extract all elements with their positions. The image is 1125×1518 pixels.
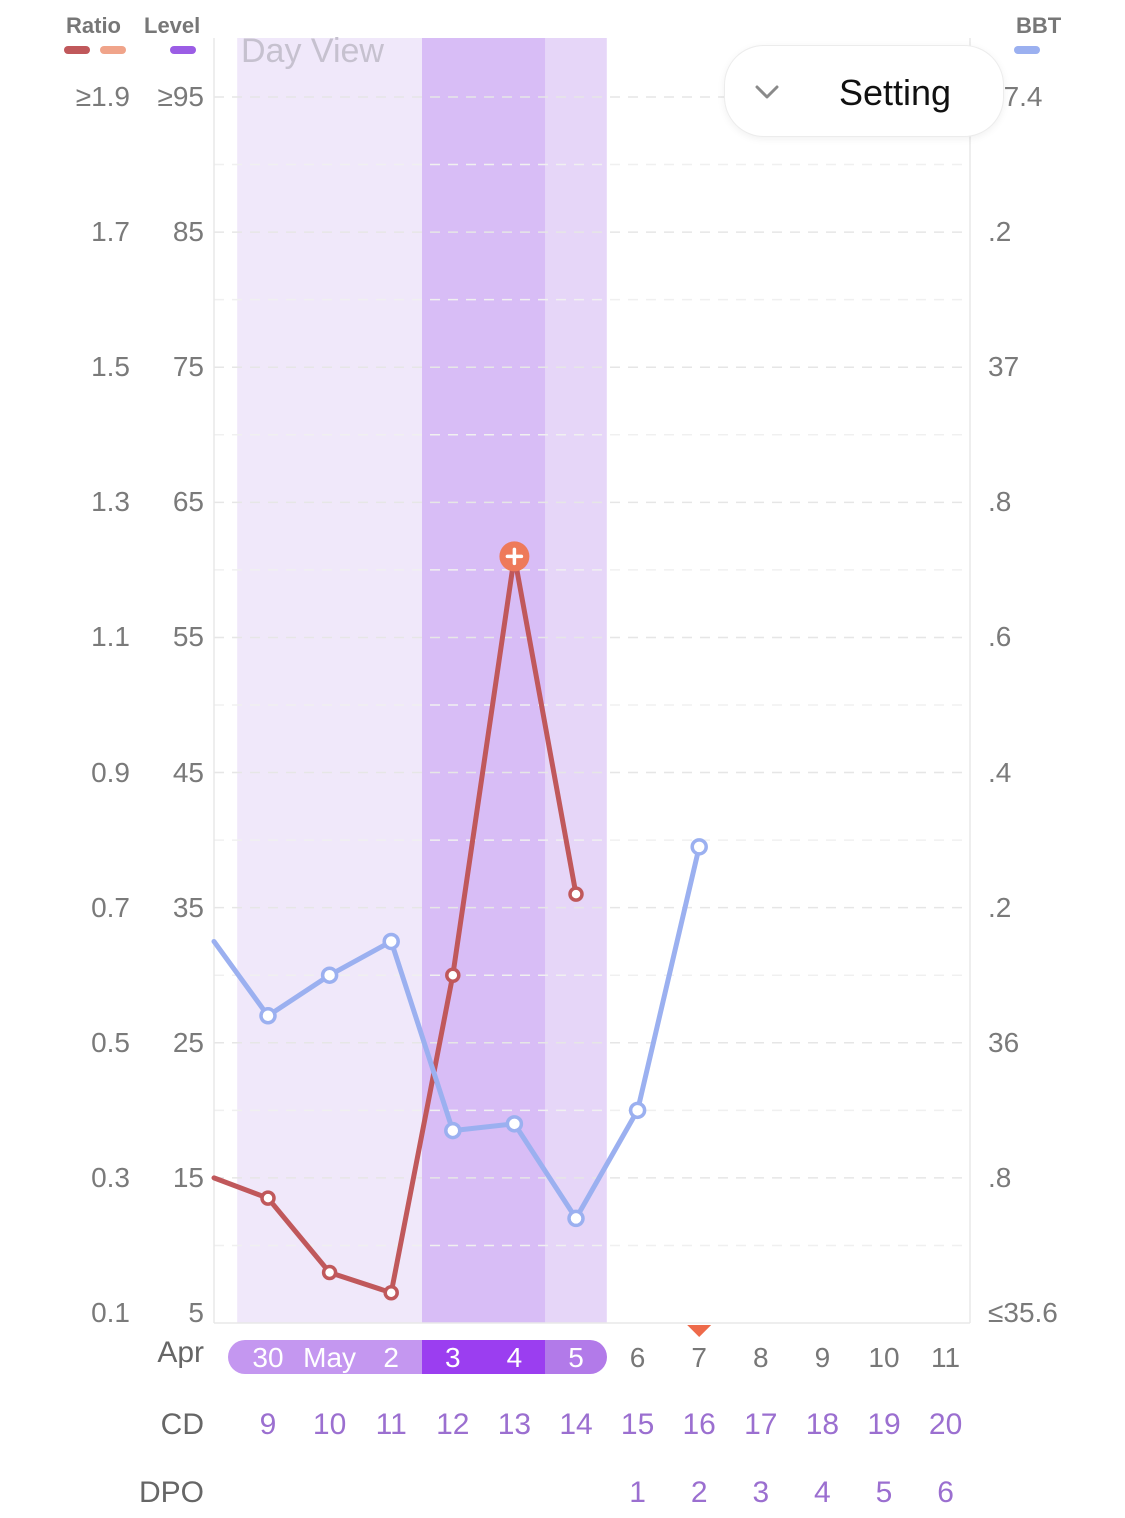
cd-label: 19 — [867, 1408, 901, 1441]
ratio-tick-label: 0.7 — [91, 891, 130, 923]
cd-label: 18 — [805, 1408, 840, 1441]
ratio-point — [383, 1284, 399, 1301]
date-label: 2 — [383, 1342, 399, 1373]
level-tick-label: 35 — [172, 891, 204, 923]
bbt-tick-label: .2 — [988, 891, 1012, 923]
level-tick-label: 25 — [172, 1026, 204, 1058]
ratio-point — [321, 1264, 338, 1281]
level-tick-label: 55 — [172, 621, 204, 653]
ratio-tick-label: 0.3 — [91, 1161, 130, 1193]
dpo-row-label: DPO — [138, 1476, 204, 1509]
ratio-tick-label: 1.3 — [91, 486, 130, 518]
level-tick-label: 45 — [172, 756, 204, 788]
ratio-point — [260, 1190, 276, 1206]
cd-label: 13 — [497, 1408, 532, 1441]
dpo-label: 3 — [752, 1476, 770, 1509]
cd-label: 20 — [928, 1408, 963, 1441]
ratio-point — [568, 886, 584, 902]
date-label: 11 — [931, 1342, 961, 1373]
setting-label: Setting — [839, 72, 952, 113]
pill-fertile-segment — [228, 1340, 422, 1374]
dpo-label: 1 — [629, 1476, 646, 1509]
setting-button[interactable]: Setting — [724, 45, 1004, 137]
bbt-point — [444, 1121, 462, 1140]
day-view-label: Day View — [241, 32, 384, 70]
level-tick-label: 85 — [172, 216, 204, 248]
ratio-tick-label: ≥1.9 — [75, 81, 130, 112]
cd-label: 11 — [375, 1408, 407, 1441]
ratio-tick-label: 0.5 — [91, 1026, 130, 1058]
bbt-point — [567, 1209, 585, 1228]
date-label: 6 — [629, 1342, 646, 1373]
dpo-label: 6 — [937, 1476, 954, 1509]
pill-end-segment — [545, 1340, 607, 1374]
ratio-tick-label: 1.1 — [91, 621, 130, 653]
cd-label: 10 — [312, 1408, 347, 1441]
dpo-label: 5 — [875, 1476, 893, 1509]
ratio-tick-label: 1.5 — [91, 351, 130, 383]
bbt-tick-label: .2 — [988, 216, 1012, 248]
cd-label: 15 — [620, 1408, 655, 1441]
date-label: 5 — [568, 1342, 584, 1373]
month-start-label: Apr — [157, 1336, 204, 1369]
ratio-point — [445, 967, 461, 983]
bbt-tick-label: .8 — [988, 486, 1012, 518]
bbt-point — [505, 1115, 524, 1133]
chevron-down-icon — [755, 85, 779, 99]
bbt-tick-label: .8 — [988, 1161, 1012, 1193]
bbt-point — [382, 932, 400, 951]
ratio-legend-title: Ratio — [66, 13, 121, 38]
level-tick-label: 5 — [188, 1297, 204, 1328]
bbt-tick-label: 36 — [988, 1026, 1020, 1058]
level-tick-label: 15 — [172, 1161, 204, 1193]
date-label: 4 — [506, 1342, 523, 1373]
bbt-tick-label: .6 — [988, 621, 1012, 653]
bbt-point — [259, 1007, 277, 1025]
bbt-legend-swatch — [1014, 46, 1040, 54]
cd-label: 17 — [744, 1408, 778, 1441]
fertile-window-end-band — [545, 38, 607, 1323]
bbt-point — [690, 838, 708, 856]
cd-label: 12 — [436, 1408, 470, 1441]
level-tick-label: ≥95 — [157, 81, 204, 112]
ratio-tick-label: 0.1 — [91, 1297, 130, 1328]
ratio-legend-swatch-light — [100, 46, 126, 54]
date-label: 30 — [252, 1342, 284, 1373]
ratio-legend-swatch-dark — [64, 46, 90, 54]
cd-label: 16 — [682, 1408, 716, 1441]
bbt-point — [320, 966, 339, 984]
level-tick-label: 75 — [172, 351, 204, 383]
cd-label: 14 — [559, 1408, 593, 1441]
level-legend-swatch — [170, 46, 196, 54]
peak-days-band — [422, 38, 546, 1323]
ratio-tick-label: 0.9 — [91, 756, 130, 788]
dpo-label: 4 — [814, 1476, 831, 1509]
date-label: 7 — [691, 1342, 707, 1373]
level-legend-title: Level — [144, 13, 201, 38]
ratio-tick-label: 1.7 — [91, 216, 130, 248]
bbt-tick-label: ≤35.6 — [988, 1297, 1058, 1328]
bbt-tick-label: .4 — [988, 756, 1012, 788]
date-label: May — [303, 1342, 357, 1373]
ovulation-marker-icon — [687, 1325, 712, 1337]
cd-row-label: CD — [160, 1408, 204, 1441]
bbt-tick-label: 37 — [988, 351, 1020, 383]
date-label: 9 — [814, 1342, 831, 1373]
bbt-point — [628, 1101, 647, 1120]
date-label: 8 — [753, 1342, 769, 1373]
dpo-label: 2 — [690, 1476, 708, 1509]
pill-peak-segment — [422, 1340, 546, 1374]
level-tick-label: 65 — [172, 486, 204, 518]
date-label: 10 — [868, 1342, 900, 1373]
cd-label: 9 — [259, 1408, 277, 1441]
fertile-date-pill — [228, 1340, 607, 1374]
bbt-legend-title: BBT — [1016, 13, 1062, 38]
date-label: 3 — [445, 1342, 461, 1373]
